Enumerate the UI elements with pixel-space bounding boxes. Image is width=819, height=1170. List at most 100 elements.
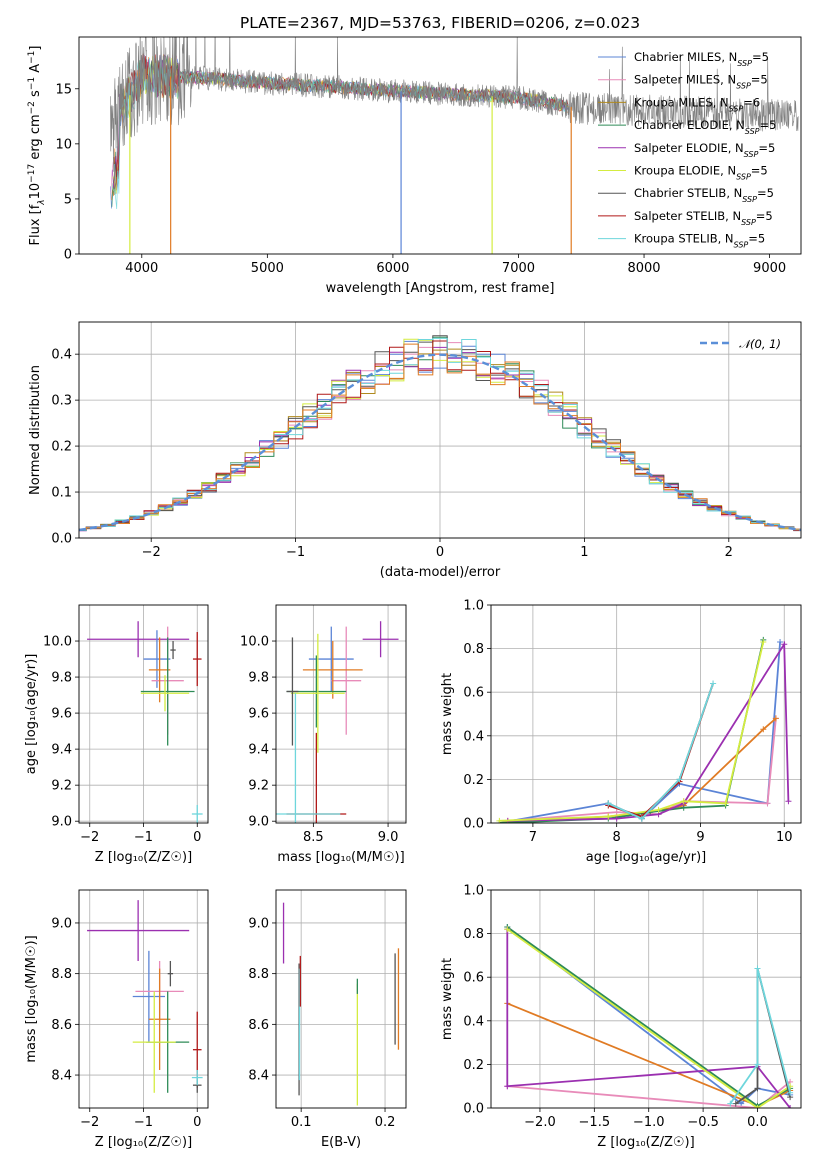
- legend-subscript: SSP: [737, 59, 752, 68]
- legend-label: Kroupa MILES, NSSP=6: [634, 95, 760, 113]
- legend-subscript: SSP: [742, 195, 757, 204]
- series-point-marker: [787, 1089, 794, 1096]
- legend-name: Chabrier MILES, N: [634, 50, 737, 64]
- x-tick-label: 0.0: [747, 1115, 768, 1130]
- legend: 𝒩(0, 1): [700, 337, 781, 351]
- y-axis-label-part: −2: [27, 101, 37, 114]
- y-tick-label: 10: [55, 137, 72, 152]
- y-tick-label: 0.0: [463, 1102, 484, 1117]
- data-point: [140, 675, 190, 712]
- x-tick-label: 8.5: [303, 830, 324, 845]
- legend-name: Chabrier STELIB, N: [634, 186, 742, 200]
- axes-frame: [78, 604, 209, 824]
- y-tick-label: 9.0: [248, 916, 269, 931]
- x-tick-label: 0.2: [375, 1115, 396, 1130]
- legend-name: Salpeter STELIB, N: [634, 209, 741, 223]
- x-tick-label: 5000: [251, 261, 284, 276]
- x-tick-label: −2: [80, 1115, 99, 1130]
- y-tick-label: 9.6: [248, 707, 269, 722]
- data-point: [87, 900, 190, 961]
- panel-mass-vs-Z: −2 −1 0 8.4 8.6 8.8 9.0 Z [log₁₀(Z/Z☉)] mass [lo…: [24, 889, 209, 1150]
- x-tick-label: 0: [193, 1115, 201, 1130]
- y-tick-label: 0.6: [463, 686, 484, 701]
- axes-frame: [490, 889, 802, 1109]
- observed-spectrum-line: [110, 37, 799, 172]
- data-point: [286, 637, 299, 746]
- legend-label: 𝒩(0, 1): [739, 337, 781, 351]
- y-axis-label-part: A: [28, 64, 43, 77]
- plot-content-mass-weight-vs-age: [496, 636, 792, 823]
- data-point: [308, 626, 354, 692]
- legend-count: =5: [756, 209, 773, 223]
- y-tick-label: 1.0: [463, 884, 484, 899]
- panel-spectrum: 4000 5000 6000 7000 8000 9000 0 5 10 15 wavelength…: [27, 36, 802, 296]
- legend-label: Chabrier STELIB, NSSP=5: [634, 186, 774, 204]
- series-point-marker: [764, 800, 771, 807]
- x-tick-label: −1: [134, 830, 153, 845]
- data-point: [148, 968, 171, 1070]
- legend-name: Salpeter ELODIE, N: [634, 141, 744, 155]
- legend-count: =5: [748, 232, 765, 246]
- legend-name: Chabrier ELODIE, N: [634, 118, 745, 132]
- x-tick-label: 0.1: [291, 1115, 312, 1130]
- series-point-marker: [777, 639, 784, 646]
- figure-title: PLATE=2367, MJD=53763, FIBERID=0206, z=0…: [240, 14, 640, 32]
- panel-age-vs-Z: −2 −1 0 9.0 9.2 9.4 9.6 9.8 10.0 Z [log₁₀(Z/Z☉)] a…: [24, 604, 209, 865]
- axes-frame: [490, 604, 802, 824]
- legend-count: =5: [758, 141, 775, 155]
- y-tick-label: 9.8: [248, 671, 269, 686]
- x-tick-label: 9.0: [378, 830, 399, 845]
- y-tick-label: 9.0: [248, 815, 269, 830]
- y-tick-label: 0.6: [463, 971, 484, 986]
- mass-weight-series-line: [499, 641, 765, 822]
- y-tick-label: 0.2: [463, 773, 484, 788]
- series-point-marker: [772, 715, 779, 722]
- y-tick-label: 15: [55, 82, 72, 97]
- plot-content-residuals: [79, 335, 801, 532]
- x-axis-label: mass [log₁₀(M/M☉)]: [277, 850, 404, 865]
- legend-label: Kroupa ELODIE, NSSP=5: [634, 164, 768, 182]
- legend-subscript: SSP: [736, 81, 751, 90]
- y-axis-label-part: Flux [f: [28, 204, 43, 245]
- x-tick-label: −1.5: [579, 1115, 611, 1130]
- y-tick-label: 0.2: [463, 1058, 484, 1073]
- x-tick-label: 10: [776, 830, 793, 845]
- y-tick-label: 8.6: [248, 1018, 269, 1033]
- y-tick-label: 0.0: [51, 532, 72, 547]
- y-tick-label: 8.4: [51, 1069, 72, 1084]
- y-tick-label: 9.8: [51, 671, 72, 686]
- series-point-marker: [738, 1100, 745, 1107]
- legend-subscript: SSP: [729, 104, 744, 113]
- residual-histogram-step: [79, 338, 801, 531]
- x-tick-label: 1: [580, 545, 588, 560]
- legend-count: =5: [757, 186, 774, 200]
- legend-label: Salpeter MILES, NSSP=5: [634, 73, 768, 91]
- data-point: [167, 960, 174, 987]
- mass-weight-series-line: [507, 641, 790, 822]
- x-tick-label: 6000: [376, 261, 409, 276]
- axes-frame: [78, 321, 802, 539]
- y-tick-label: 9.2: [51, 779, 72, 794]
- x-tick-label: −2: [142, 545, 161, 560]
- mass-weight-series-line: [607, 683, 714, 820]
- y-tick-label: 9.4: [51, 743, 72, 758]
- data-point: [331, 626, 362, 735]
- y-axis-label: mass weight: [440, 673, 455, 755]
- y-axis-label-part: erg cm: [28, 114, 43, 163]
- x-tick-label: −0.5: [687, 1115, 719, 1130]
- x-tick-label: −2: [80, 830, 99, 845]
- legend-count: =5: [760, 118, 777, 132]
- x-axis-label: Z [log₁₀(Z/Z☉)]: [95, 850, 192, 865]
- y-axis-label: mass [log₁₀(M/M☉)]: [24, 935, 39, 1062]
- mass-weight-series-line: [608, 683, 714, 818]
- y-tick-label: 0.2: [51, 440, 72, 455]
- y-tick-label: 10.0: [240, 635, 269, 650]
- mass-weight-series-line: [729, 968, 791, 1105]
- y-tick-label: 9.0: [51, 815, 72, 830]
- mass-weight-series-line: [506, 926, 791, 1105]
- y-tick-label: 0.8: [463, 927, 484, 942]
- y-tick-label: 0.0: [463, 817, 484, 832]
- x-tick-label: −2.0: [524, 1115, 556, 1130]
- y-tick-label: 1.0: [463, 599, 484, 614]
